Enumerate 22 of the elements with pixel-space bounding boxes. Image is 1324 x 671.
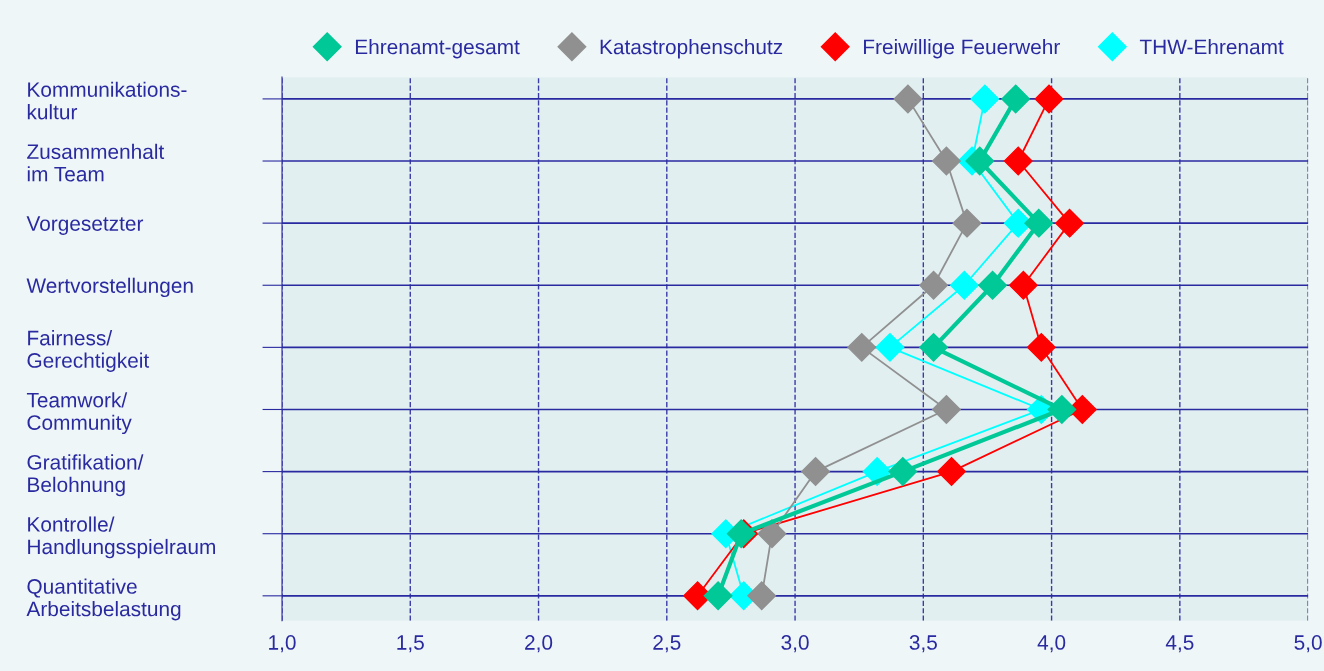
y-tick-label: Kommunikations- kultur bbox=[27, 81, 187, 120]
legend-label: Katastrophenschutz bbox=[600, 38, 783, 59]
x-tick-label: 5,0 bbox=[1294, 635, 1322, 653]
x-tick-label: 1,0 bbox=[269, 635, 296, 653]
x-tick-label: 4,5 bbox=[1165, 635, 1194, 653]
y-tick-label: Fairness/ Gerechtigkeit bbox=[27, 330, 150, 372]
y-tick-label: Kontrolle/ Handlungsspielraum bbox=[28, 516, 215, 559]
y-tick-label: Quantitative Arbeitsbelastung bbox=[26, 578, 181, 621]
y-tick-label: Gratifikation/ Belohnung bbox=[27, 454, 144, 497]
legend-label: THW-Ehrenamt bbox=[1139, 38, 1284, 55]
x-tick-label: 3,5 bbox=[909, 635, 937, 653]
legend-label: Freiwillige Feuerwehr bbox=[864, 38, 1060, 59]
y-tick-label: Teamwork/ Community bbox=[26, 392, 132, 435]
y-tick-label: Wertvorstellungen bbox=[26, 277, 193, 298]
x-tick-label: 2,5 bbox=[653, 635, 681, 653]
y-tick-label: Vorgesetzter bbox=[26, 216, 144, 236]
x-tick-label: 1,5 bbox=[397, 635, 424, 653]
x-tick-label: 2,0 bbox=[525, 635, 553, 653]
x-tick-label: 3,0 bbox=[781, 635, 809, 653]
y-tick-label: Zusammenhalt im Team bbox=[27, 143, 165, 182]
legend-label: Ehrenamt-gesamt bbox=[355, 38, 520, 59]
x-tick-label: 4,0 bbox=[1037, 635, 1066, 653]
